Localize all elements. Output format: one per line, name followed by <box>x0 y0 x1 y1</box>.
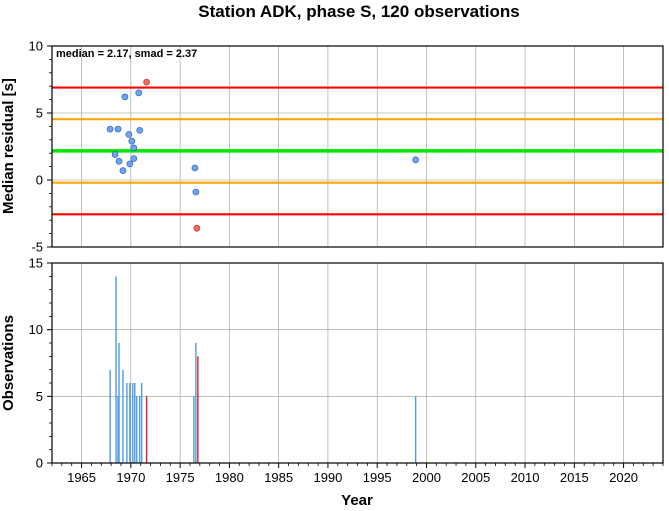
data-point <box>128 137 136 145</box>
year-x-axis-label: Year <box>341 492 373 509</box>
reference-lines <box>52 86 663 216</box>
y-tick-label: 10 <box>29 39 43 54</box>
data-point <box>114 125 122 133</box>
observations-y-ticks: 15 10 5 0 <box>29 256 52 471</box>
data-point <box>106 125 114 133</box>
x-tick-label: 1995 <box>363 470 392 485</box>
data-point <box>192 188 200 196</box>
x-tick-label: 1980 <box>215 470 244 485</box>
data-point <box>115 157 123 165</box>
median-smad-annotation: median = 2.17, smad = 2.37 <box>56 48 197 60</box>
residual-plot-area <box>52 46 663 247</box>
data-point <box>193 224 201 232</box>
y-tick-label: 15 <box>29 256 43 271</box>
data-point <box>135 89 143 97</box>
data-point <box>412 156 419 164</box>
x-tick-label: 1985 <box>264 470 293 485</box>
x-tick-label: 1970 <box>116 470 145 485</box>
residual-y-axis-label: Median residual [s] <box>0 78 17 214</box>
data-point <box>126 160 134 168</box>
data-point <box>143 78 150 86</box>
y-tick-label: 5 <box>36 106 43 121</box>
x-tick-label: 2015 <box>560 470 589 485</box>
residual-y-ticks: 10 5 0 -5 <box>29 39 52 255</box>
data-point <box>111 151 119 158</box>
y-tick-label: 5 <box>36 389 43 404</box>
data-point <box>125 131 133 138</box>
residual-points <box>106 78 419 232</box>
x-tick-label: 2020 <box>609 470 638 485</box>
observations-plot-area <box>52 263 663 463</box>
data-point <box>130 155 138 162</box>
x-tick-label: 2000 <box>412 470 441 485</box>
observations-y-axis-label: Observations <box>0 315 17 411</box>
year-x-ticks: 1965 1970 1975 1980 1985 1990 1995 2000 2005 2010… <box>51 463 664 485</box>
y-tick-label: 0 <box>36 456 43 471</box>
data-point <box>191 164 199 172</box>
y-tick-label: -5 <box>31 240 43 255</box>
observations-panel: 15 10 5 0 1965 1970 1975 1980 1985 1990 1995 2000 2… <box>0 256 664 509</box>
data-point <box>119 167 127 174</box>
y-tick-label: 10 <box>29 322 43 337</box>
x-tick-label: 1965 <box>67 470 96 485</box>
x-tick-label: 2010 <box>511 470 540 485</box>
x-tick-label: 1990 <box>313 470 342 485</box>
y-tick-label: 0 <box>36 173 43 188</box>
x-tick-label: 1975 <box>166 470 195 485</box>
data-point <box>136 127 144 134</box>
x-tick-label: 2005 <box>461 470 490 485</box>
chart-title: Station ADK, phase S, 120 observations <box>198 2 520 21</box>
observation-bars <box>109 276 417 463</box>
residual-panel: 10 5 0 -5 median = 2.17, smad = 2.37 Median… <box>0 39 664 255</box>
data-point <box>130 144 138 152</box>
residual-plot-frame <box>51 45 664 248</box>
data-point <box>121 93 129 101</box>
